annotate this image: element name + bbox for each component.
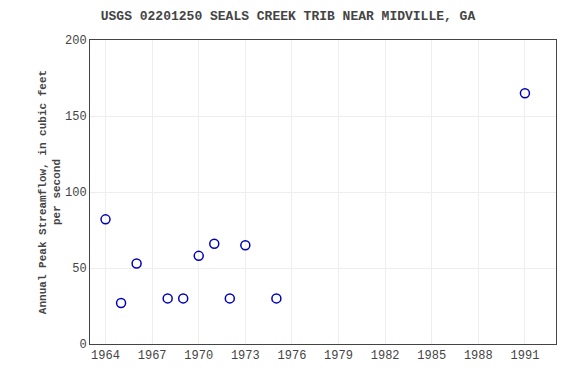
svg-text:Annual Peak Streamflow, in cub: Annual Peak Streamflow, in cubic feetper… bbox=[37, 70, 63, 314]
svg-text:100: 100 bbox=[65, 186, 87, 200]
svg-text:50: 50 bbox=[72, 262, 86, 276]
svg-text:USGS 02201250 SEALS CREEK TRIB: USGS 02201250 SEALS CREEK TRIB NEAR MIDV… bbox=[101, 9, 476, 24]
svg-text:1982: 1982 bbox=[371, 349, 400, 363]
svg-text:1976: 1976 bbox=[278, 349, 307, 363]
svg-text:1985: 1985 bbox=[417, 349, 446, 363]
svg-text:200: 200 bbox=[65, 34, 87, 48]
svg-text:150: 150 bbox=[65, 110, 87, 124]
svg-text:1964: 1964 bbox=[91, 349, 120, 363]
svg-text:1970: 1970 bbox=[184, 349, 213, 363]
svg-text:1991: 1991 bbox=[511, 349, 540, 363]
svg-text:1967: 1967 bbox=[138, 349, 167, 363]
svg-text:0: 0 bbox=[79, 338, 86, 352]
svg-text:1973: 1973 bbox=[231, 349, 260, 363]
svg-text:1979: 1979 bbox=[324, 349, 353, 363]
svg-text:1988: 1988 bbox=[464, 349, 493, 363]
